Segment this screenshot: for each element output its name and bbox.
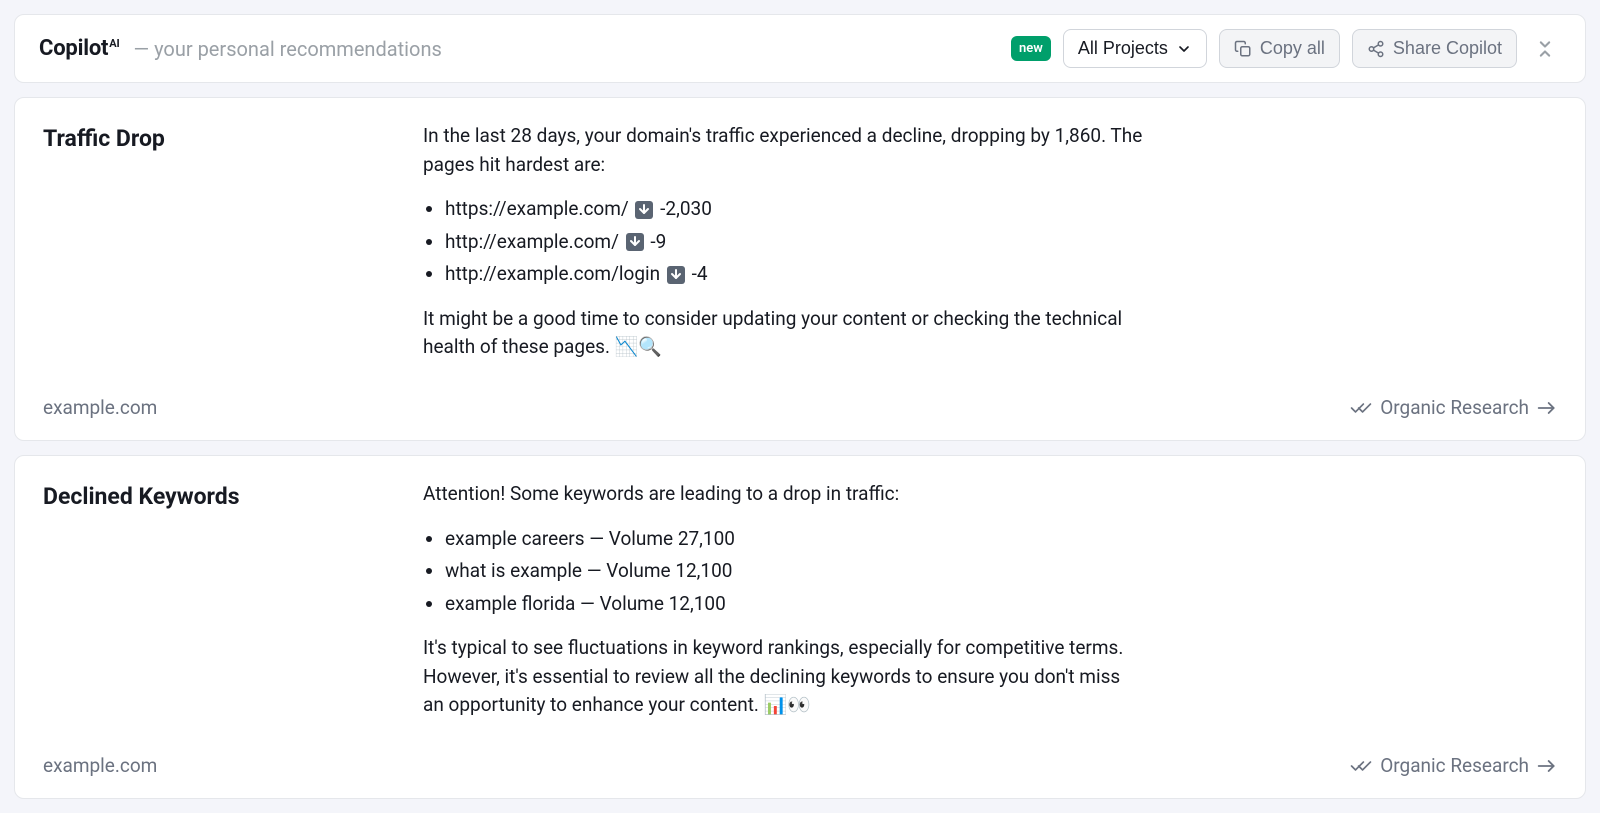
arrow-right-icon (1537, 400, 1557, 416)
card-content: Attention! Some keywords are leading to … (423, 480, 1143, 734)
copy-all-label: Copy all (1260, 38, 1325, 59)
item-delta: -2,030 (660, 197, 712, 220)
footer-link[interactable]: Organic Research (1350, 752, 1557, 781)
share-icon (1367, 40, 1385, 58)
down-arrow-icon (635, 201, 653, 219)
card-intro: In the last 28 days, your domain's traff… (423, 122, 1143, 179)
header: CopilotAI — your personal recommendation… (15, 15, 1585, 82)
chevron-down-icon (1176, 41, 1192, 57)
list-item: http://example.com/login -4 (445, 258, 1143, 291)
footer-link[interactable]: Organic Research (1350, 394, 1557, 423)
arrow-right-icon (1537, 758, 1557, 774)
list-item: example florida — Volume 12,100 (445, 588, 1143, 621)
brand-sup: AI (109, 37, 119, 50)
card-title: Traffic Drop (43, 122, 403, 157)
footer-link-label: Organic Research (1380, 752, 1529, 781)
card-outro: It's typical to see fluctuations in keyw… (423, 634, 1143, 720)
card-list: example careers — Volume 27,100 what is … (423, 523, 1143, 621)
header-panel: CopilotAI — your personal recommendation… (14, 14, 1586, 83)
header-subtitle: — your personal recommendations (134, 34, 442, 64)
down-arrow-icon (626, 233, 644, 251)
double-check-icon (1350, 400, 1372, 416)
item-url: http://example.com/ (445, 230, 619, 253)
card-outro: It might be a good time to consider upda… (423, 305, 1143, 362)
card-title: Declined Keywords (43, 480, 403, 515)
share-button[interactable]: Share Copilot (1352, 29, 1517, 68)
card-footer: example.com Organic Research (43, 752, 1557, 781)
footer-link-label: Organic Research (1380, 394, 1529, 423)
brand: CopilotAI (39, 32, 120, 65)
down-arrow-icon (667, 266, 685, 284)
brand-name: Copilot (39, 36, 108, 61)
collapse-icon (1535, 39, 1555, 59)
list-item: what is example — Volume 12,100 (445, 555, 1143, 588)
item-delta: -9 (650, 230, 666, 253)
card-domain: example.com (43, 394, 157, 423)
item-url: http://example.com/login (445, 262, 660, 285)
projects-dropdown-label: All Projects (1078, 38, 1168, 59)
card-list: https://example.com/ -2,030 http://examp… (423, 193, 1143, 291)
list-item: https://example.com/ -2,030 (445, 193, 1143, 226)
double-check-icon (1350, 758, 1372, 774)
list-item: example careers — Volume 27,100 (445, 523, 1143, 556)
card-intro: Attention! Some keywords are leading to … (423, 480, 1143, 509)
recommendation-card: Traffic Drop In the last 28 days, your d… (14, 97, 1586, 441)
copy-icon (1234, 40, 1252, 58)
card-domain: example.com (43, 752, 157, 781)
item-delta: -4 (692, 262, 708, 285)
card-content: In the last 28 days, your domain's traff… (423, 122, 1143, 376)
card-footer: example.com Organic Research (43, 394, 1557, 423)
list-item: http://example.com/ -9 (445, 226, 1143, 259)
share-label: Share Copilot (1393, 38, 1502, 59)
collapse-button[interactable] (1529, 33, 1561, 65)
new-badge: new (1011, 36, 1051, 62)
recommendation-card: Declined Keywords Attention! Some keywor… (14, 455, 1586, 799)
projects-dropdown[interactable]: All Projects (1063, 29, 1207, 68)
item-url: https://example.com/ (445, 197, 629, 220)
copy-all-button[interactable]: Copy all (1219, 29, 1340, 68)
